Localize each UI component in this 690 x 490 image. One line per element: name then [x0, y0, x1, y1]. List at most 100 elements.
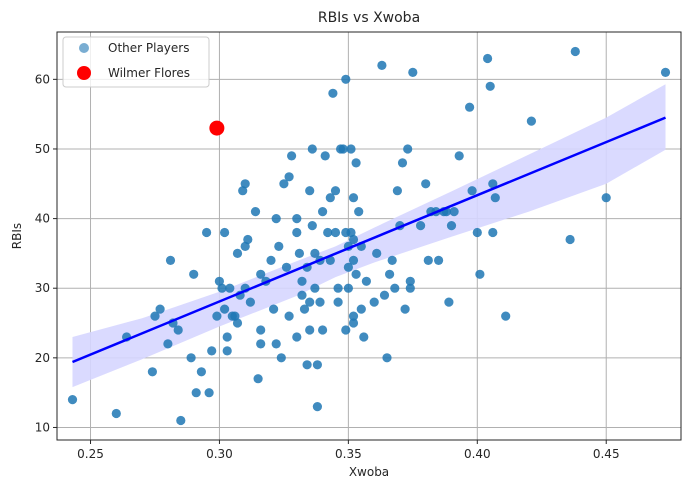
data-point	[403, 144, 413, 154]
data-point	[310, 283, 320, 293]
data-point	[449, 207, 459, 217]
data-point	[292, 332, 302, 342]
y-tick-label: 30	[35, 281, 50, 295]
data-point	[408, 67, 418, 77]
data-point	[191, 388, 201, 398]
data-point	[225, 283, 235, 293]
data-point	[220, 304, 230, 314]
data-point	[320, 151, 330, 161]
data-point	[348, 318, 359, 328]
y-tick-label: 20	[35, 351, 50, 365]
data-point	[243, 234, 253, 245]
data-point	[343, 283, 353, 293]
data-point	[173, 325, 183, 335]
data-point	[163, 339, 173, 349]
data-point	[379, 290, 390, 300]
data-point	[238, 186, 248, 196]
data-point	[348, 193, 359, 203]
data-point	[207, 346, 217, 356]
data-point	[111, 408, 121, 419]
regression-line	[71, 116, 667, 364]
data-point	[467, 186, 477, 196]
data-point	[325, 255, 335, 265]
x-tick-label: 0.35	[335, 447, 362, 461]
data-point	[416, 221, 426, 231]
data-point	[253, 374, 263, 384]
data-point	[307, 144, 317, 154]
data-point	[232, 318, 243, 328]
data-point	[330, 227, 341, 238]
data-point	[294, 248, 304, 258]
data-point	[369, 297, 379, 307]
data-point	[483, 53, 493, 64]
data-point	[189, 269, 199, 279]
data-point	[315, 297, 325, 307]
data-point	[526, 116, 537, 126]
x-tick-label: 0.45	[593, 447, 620, 461]
y-tick-label: 10	[35, 420, 50, 434]
data-point	[212, 311, 222, 321]
data-point	[256, 269, 266, 279]
data-point	[176, 415, 186, 426]
data-point	[67, 395, 78, 405]
data-point	[434, 255, 444, 265]
data-point	[421, 179, 431, 189]
data-point	[292, 227, 302, 238]
data-point	[310, 248, 320, 258]
highlight-point	[209, 120, 225, 136]
trend-line	[71, 116, 667, 364]
x-tick-label: 0.25	[77, 447, 104, 461]
data-point	[297, 290, 307, 300]
data-point	[284, 311, 294, 321]
y-tick-label: 50	[35, 142, 50, 156]
legend-marker-wilmer-flores	[77, 66, 91, 80]
data-point	[475, 269, 485, 279]
data-point	[465, 102, 475, 112]
data-point	[230, 311, 240, 321]
data-point	[147, 367, 157, 377]
data-point	[485, 81, 495, 91]
data-point	[361, 276, 371, 286]
data-point	[323, 227, 333, 238]
data-point	[660, 67, 671, 77]
data-point	[328, 88, 338, 98]
data-point	[222, 332, 232, 342]
x-tick-label: 0.40	[464, 447, 491, 461]
data-point	[271, 214, 281, 224]
data-point	[318, 207, 328, 217]
data-point	[601, 193, 611, 203]
data-point	[346, 144, 356, 154]
data-point	[271, 339, 281, 349]
data-point	[240, 241, 250, 251]
data-point	[351, 158, 361, 168]
confidence-band-area	[72, 84, 666, 388]
x-tick-label: 0.30	[206, 447, 233, 461]
data-point	[276, 353, 286, 363]
data-point	[348, 255, 359, 265]
data-point	[305, 297, 315, 307]
data-point	[488, 227, 498, 238]
data-point	[423, 255, 433, 265]
chart-title: RBIs vs Xwoba	[318, 10, 420, 26]
legend: Other Players Wilmer Flores	[62, 36, 210, 88]
data-point	[454, 151, 464, 161]
data-point	[299, 304, 310, 314]
data-point	[343, 262, 353, 272]
data-point	[351, 269, 361, 279]
data-point	[204, 388, 214, 398]
x-axis: 0.25 0.30 0.35 0.40 0.45	[77, 440, 620, 461]
data-point	[220, 227, 230, 238]
legend-label-wilmer-flores: Wilmer Flores	[108, 66, 190, 80]
data-point	[266, 255, 276, 265]
data-point	[330, 186, 341, 196]
data-point	[279, 179, 289, 189]
data-point	[348, 234, 359, 245]
y-tick-label: 60	[35, 72, 50, 86]
data-point	[155, 304, 165, 314]
wilmer-flores-point	[209, 120, 225, 136]
data-point	[217, 283, 227, 293]
data-point	[302, 360, 312, 370]
y-tick-label: 40	[35, 212, 50, 226]
data-point	[570, 46, 580, 57]
